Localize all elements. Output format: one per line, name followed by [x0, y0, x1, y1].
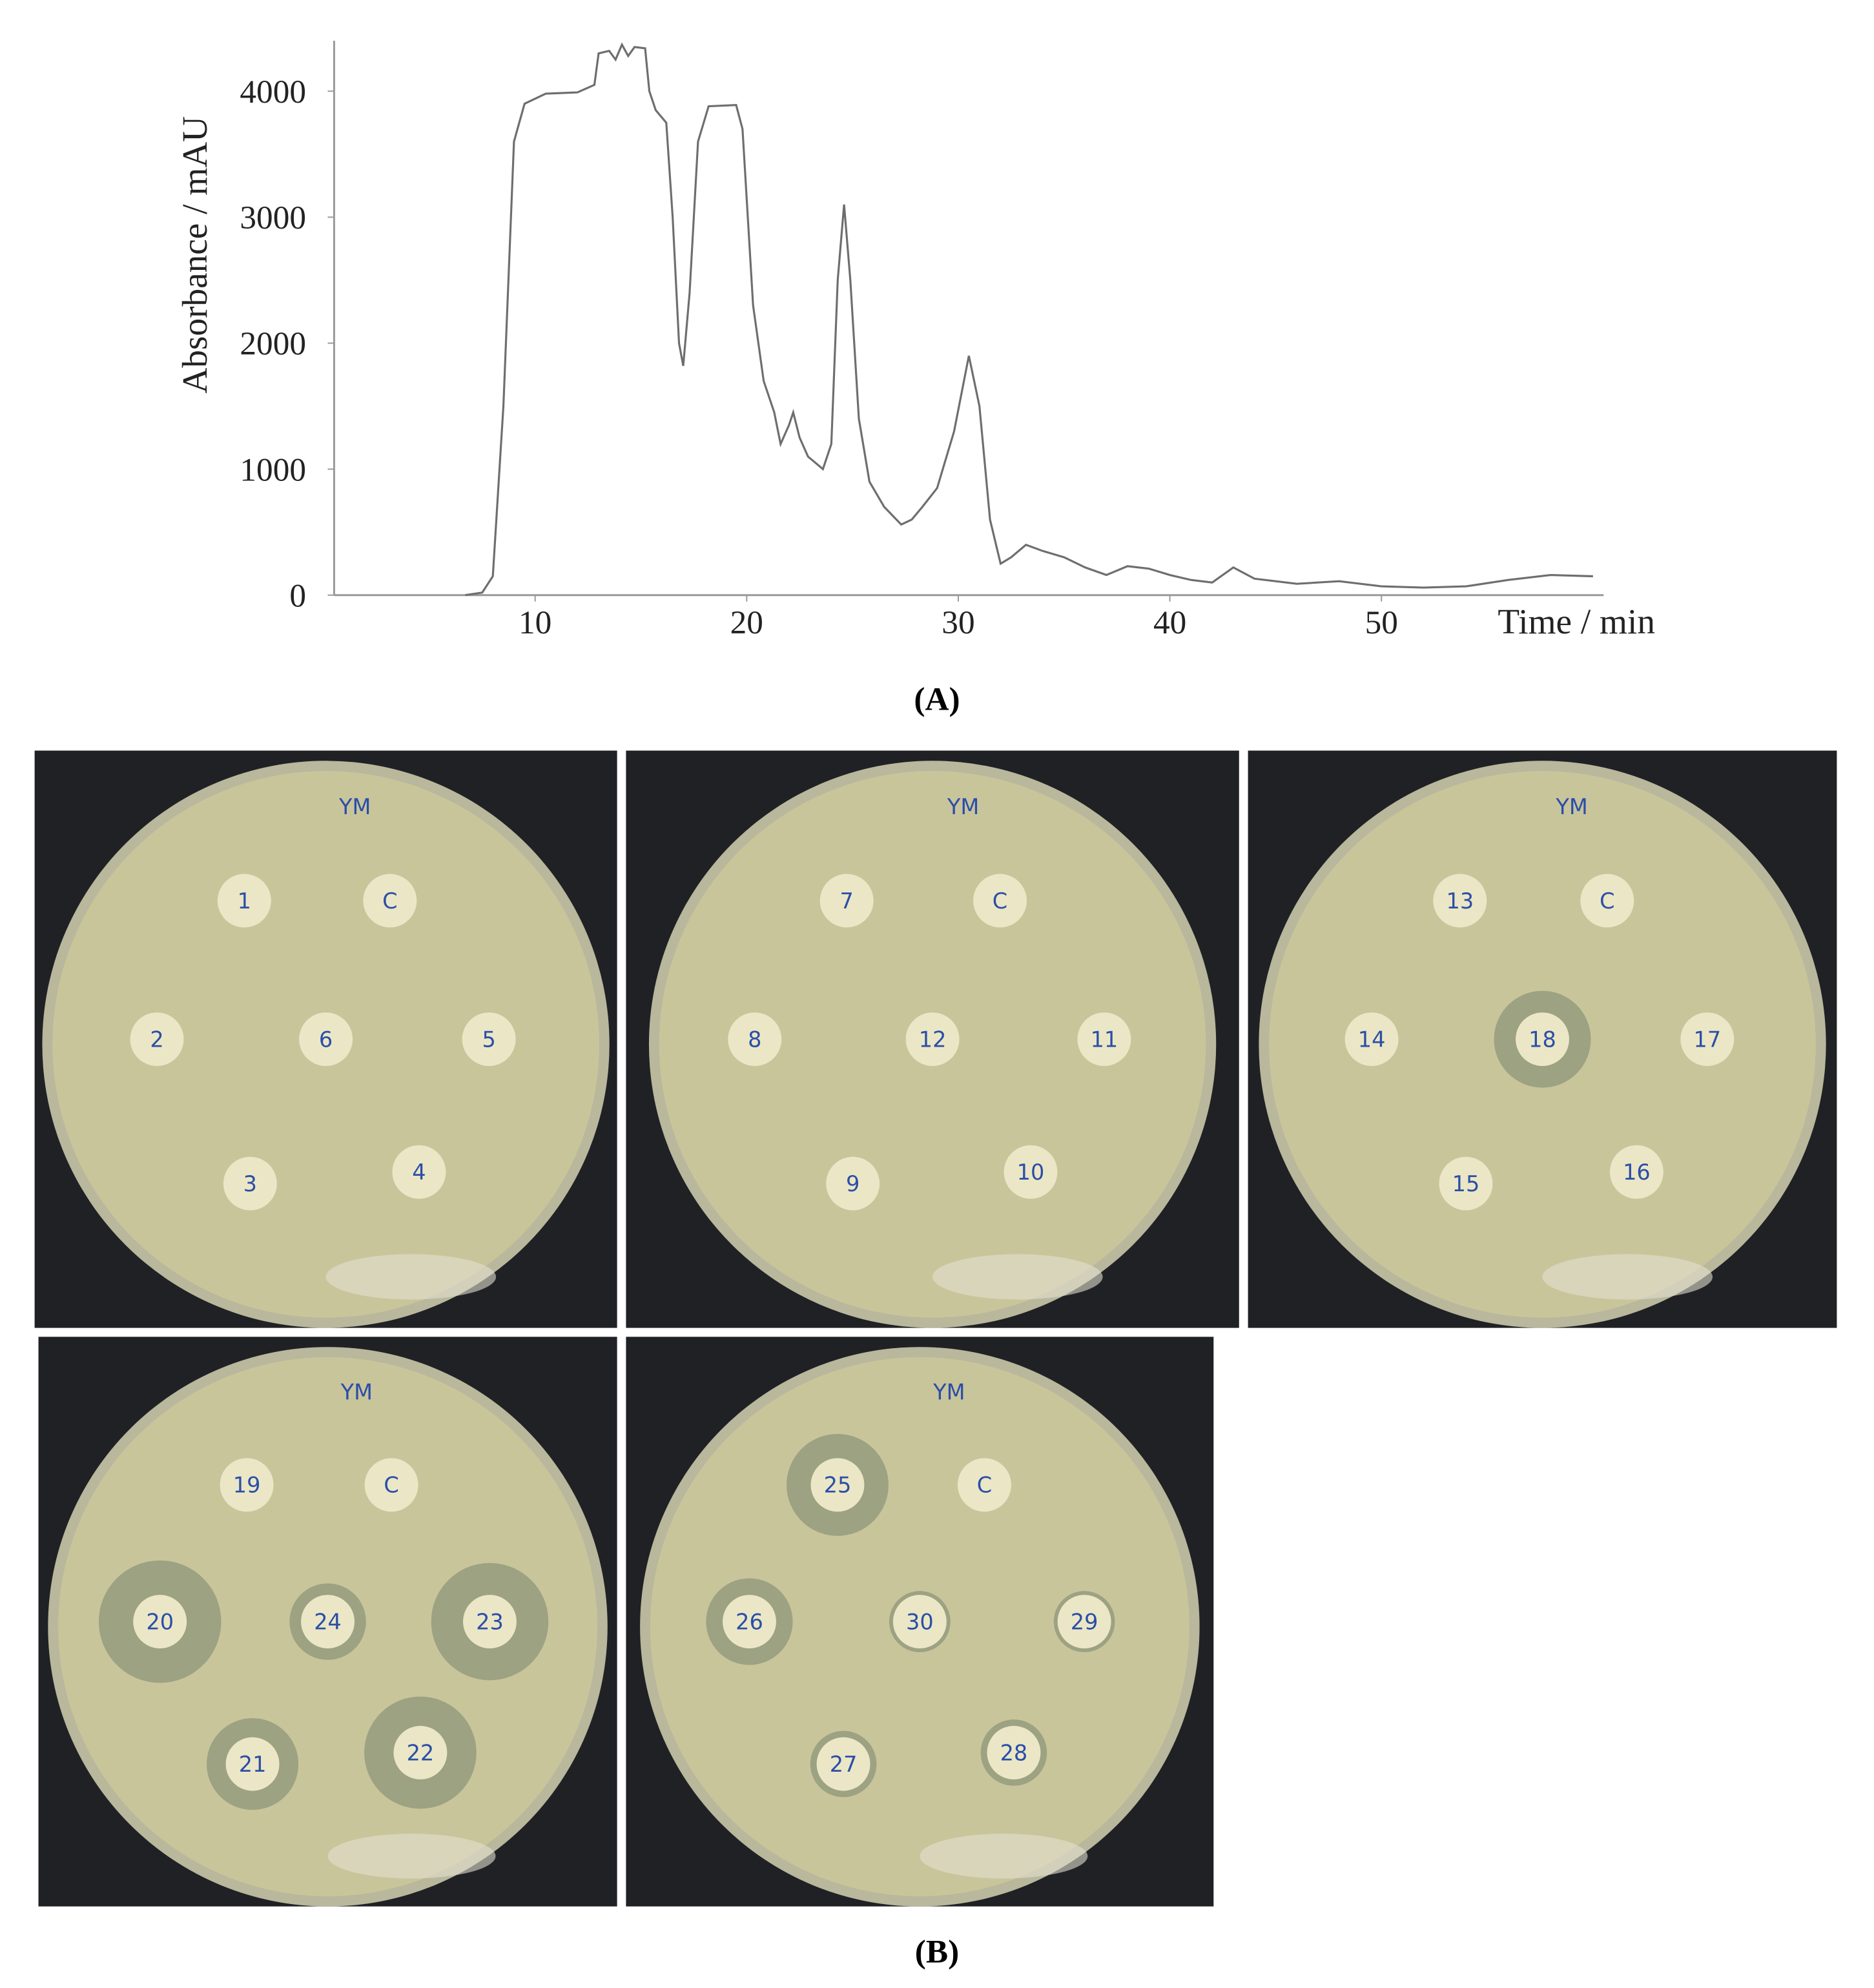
disk-label: 12	[919, 1027, 947, 1052]
disk	[957, 1458, 1011, 1512]
x-tick-label: 10	[519, 604, 551, 641]
disk-label: 10	[1017, 1160, 1045, 1185]
disk-label: 21	[239, 1752, 267, 1777]
disk	[987, 1726, 1041, 1779]
disk	[133, 1595, 187, 1649]
glare	[1542, 1254, 1713, 1300]
disk-label: 18	[1529, 1027, 1556, 1052]
disk	[973, 874, 1027, 928]
y-axis-label: Absorbance / mAU	[175, 116, 214, 394]
disk	[1433, 874, 1487, 928]
disk-label: 19	[233, 1473, 261, 1498]
disk	[1004, 1145, 1058, 1199]
disk	[1439, 1156, 1493, 1211]
plate-label: YM	[932, 1379, 965, 1404]
disk-label: 29	[1071, 1609, 1098, 1634]
disk	[393, 1726, 448, 1779]
disk-label: 27	[830, 1752, 858, 1777]
disk-label: 2	[150, 1027, 163, 1052]
disk	[1516, 1012, 1569, 1067]
disk-label: 26	[736, 1609, 763, 1634]
x-tick-label: 20	[730, 604, 763, 641]
disk	[819, 874, 874, 928]
disk	[130, 1012, 184, 1067]
disk-label: 7	[840, 888, 854, 914]
disk-label: 16	[1623, 1160, 1651, 1185]
disk	[392, 1145, 446, 1199]
y-tick-label: 0	[289, 577, 306, 614]
disk-label: 23	[476, 1609, 504, 1634]
disk-label: 20	[146, 1609, 174, 1634]
disk-label: C	[384, 1473, 398, 1498]
disk	[462, 1012, 516, 1067]
y-tick-label: 4000	[240, 74, 306, 110]
disk-label: C	[993, 888, 1007, 914]
disk	[363, 874, 417, 928]
disk-label: 1	[238, 888, 251, 914]
glare	[325, 1254, 497, 1300]
disk	[463, 1595, 517, 1649]
y-tick-label: 2000	[240, 325, 306, 362]
disk-label: 28	[1000, 1740, 1028, 1765]
y-tick-label: 1000	[240, 451, 306, 488]
y-tick-label: 3000	[240, 200, 306, 236]
disk-label: 22	[407, 1740, 435, 1765]
disk	[826, 1156, 880, 1211]
disk-label: 15	[1452, 1171, 1480, 1196]
disk	[1609, 1145, 1663, 1199]
disk-label: 30	[906, 1609, 934, 1634]
x-tick-label: 40	[1153, 604, 1186, 641]
disk-label: 6	[319, 1027, 333, 1052]
disk-label: C	[977, 1473, 992, 1498]
disk-label: 5	[482, 1027, 495, 1052]
disk	[220, 1458, 274, 1512]
disk-label: C	[382, 888, 397, 914]
glare	[327, 1834, 496, 1879]
disk	[1580, 874, 1634, 928]
disk	[299, 1012, 353, 1067]
disk	[1680, 1012, 1735, 1067]
glare	[932, 1254, 1103, 1300]
disk-label: 8	[748, 1027, 761, 1052]
panel-label: (B)	[915, 1934, 959, 1971]
chromatogram-line	[465, 42, 1593, 597]
disk-label: 3	[243, 1171, 257, 1196]
plate-label: YM	[947, 794, 979, 819]
panel-label: (A)	[914, 681, 960, 717]
disk-label: 13	[1447, 888, 1474, 914]
disk-label: 9	[846, 1171, 860, 1196]
x-axis-label: Time / min	[1498, 602, 1655, 641]
disk	[223, 1156, 277, 1211]
disk	[364, 1458, 418, 1512]
disk-label: 14	[1358, 1027, 1386, 1052]
disk-label: 11	[1091, 1027, 1118, 1052]
disk	[810, 1458, 865, 1512]
disk	[1344, 1012, 1399, 1067]
disk	[816, 1737, 870, 1791]
disk-label: C	[1600, 888, 1614, 914]
disk-label: 24	[314, 1609, 342, 1634]
disk	[301, 1595, 355, 1649]
disk-label: 25	[824, 1473, 852, 1498]
plate-label: YM	[338, 794, 371, 819]
disk	[217, 874, 271, 928]
disk	[723, 1595, 776, 1649]
disk	[905, 1012, 960, 1067]
disk	[1077, 1012, 1131, 1067]
x-tick-label: 50	[1365, 604, 1398, 641]
disk	[892, 1595, 947, 1649]
disk	[225, 1737, 280, 1791]
x-tick-label: 30	[942, 604, 974, 641]
glare	[920, 1834, 1088, 1879]
plate-label: YM	[1555, 794, 1587, 819]
disk-label: 17	[1693, 1027, 1721, 1052]
disk	[728, 1012, 782, 1067]
plate-label: YM	[340, 1379, 373, 1404]
disk-label: 4	[412, 1160, 426, 1185]
disk	[1057, 1595, 1111, 1649]
